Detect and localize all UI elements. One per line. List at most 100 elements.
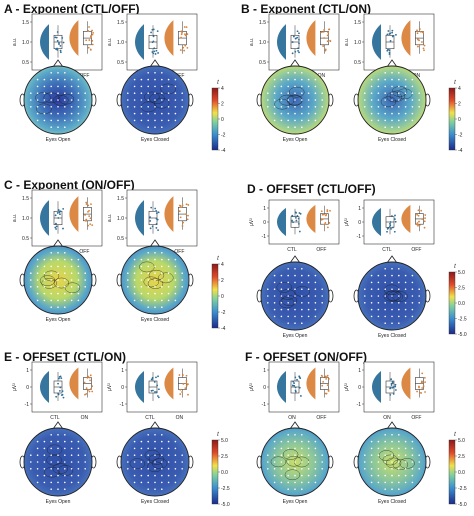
contour-line [387,291,403,302]
electrode-dot [77,447,80,450]
electrode-dot [384,119,386,122]
data-point [181,225,184,227]
data-point [394,220,397,223]
electrode-dot [287,119,289,122]
electrode-dot [280,461,283,463]
electrode-dot [43,299,46,302]
electrode-dot [133,279,136,281]
data-point [62,41,65,44]
electrode-dot [181,286,183,288]
y-tick-label: 1.0 [117,216,124,222]
data-point [325,376,328,379]
electrode-dot [84,92,86,94]
head-nose [289,255,301,264]
electrode-dot [133,286,136,288]
data-point [87,210,89,213]
electrode-dot [64,265,66,268]
y-tick-label: 0.5 [117,60,124,66]
electrode-dot [154,112,156,115]
electrode-dot [384,302,386,304]
electrode-dot [404,302,407,304]
y-tick-label: 0 [121,385,124,391]
data-point [58,377,60,380]
electrode-dot [294,481,296,484]
violin-shape [372,207,381,237]
electrode-dot [174,272,177,274]
electrode-dot [77,299,80,302]
data-point [85,39,88,42]
electrode-dot [273,274,276,277]
group-label: CTL [50,415,60,421]
electrode-dot [273,85,276,88]
contour-line [144,91,160,103]
colorbar-label: t [217,256,219,262]
electrode-dot [57,78,59,81]
electrode-dot [147,92,149,94]
electrode-dot [384,474,386,477]
data-point [394,214,396,217]
electrode-dot [181,454,183,456]
y-tick-label: 0.5 [22,60,29,66]
data-point [91,385,93,388]
data-point [386,49,389,52]
data-point [149,220,152,222]
panel-d-title: D - OFFSET (CTL/OFF) [247,182,376,196]
electrode-dot [174,99,177,101]
electrode-dot [147,468,149,470]
panel-f: F - OFFSET (ON/OFF) 1 0 -1 μV² ON OFF 1 0 -1 μV² O… [237,344,474,516]
electrode-dot [391,274,393,277]
violin-shape [164,20,174,56]
electrode-dot [314,92,317,94]
data-point [86,376,89,379]
electrode-dot [384,322,386,324]
electrode-dot [64,481,66,484]
data-point [157,388,160,391]
electrode-dot [36,119,39,122]
electrode-dot [36,112,39,115]
contour-line [289,86,305,98]
electrode-dot [154,78,156,81]
violin-shape [277,207,286,237]
electrode-dot [64,99,66,101]
data-point [182,221,185,224]
data-point [84,214,86,216]
electrode-dot [140,265,143,268]
data-point [416,213,419,216]
electrode-dot [294,468,296,470]
electrode-dot [133,474,136,477]
electrode-dot [70,440,73,443]
electrode-dot [267,468,269,470]
electrode-dot [43,474,46,477]
electrode-dot [301,468,303,470]
electrode-dot [287,474,289,477]
data-point [324,221,327,224]
data-point [395,33,397,36]
colorbar-tick-label: 0 [221,117,224,123]
electrode-dot [418,92,420,94]
data-point [91,29,93,32]
electrode-dot [370,295,373,297]
electrode-dot [57,126,59,128]
electrode-dot [50,265,52,268]
data-point [423,226,426,229]
electrode-dot [391,72,393,74]
electrode-dot [267,461,269,463]
head-nose [52,59,64,68]
data-point [181,204,184,207]
data-point [58,375,61,378]
electrode-dot [133,299,136,302]
electrode-dot [70,299,73,302]
electrode-dot [36,286,39,288]
data-point [296,36,299,39]
electrode-dot [147,461,149,463]
electrode-dot [64,461,66,463]
electrode-dot [36,292,39,295]
colorbar [211,263,219,329]
data-point [321,384,324,387]
electrode-dot [57,85,59,88]
contour-line [284,469,301,481]
electrode-dot [30,92,32,94]
data-point [292,380,295,383]
data-point [187,214,189,217]
electrode-dot [301,72,303,74]
